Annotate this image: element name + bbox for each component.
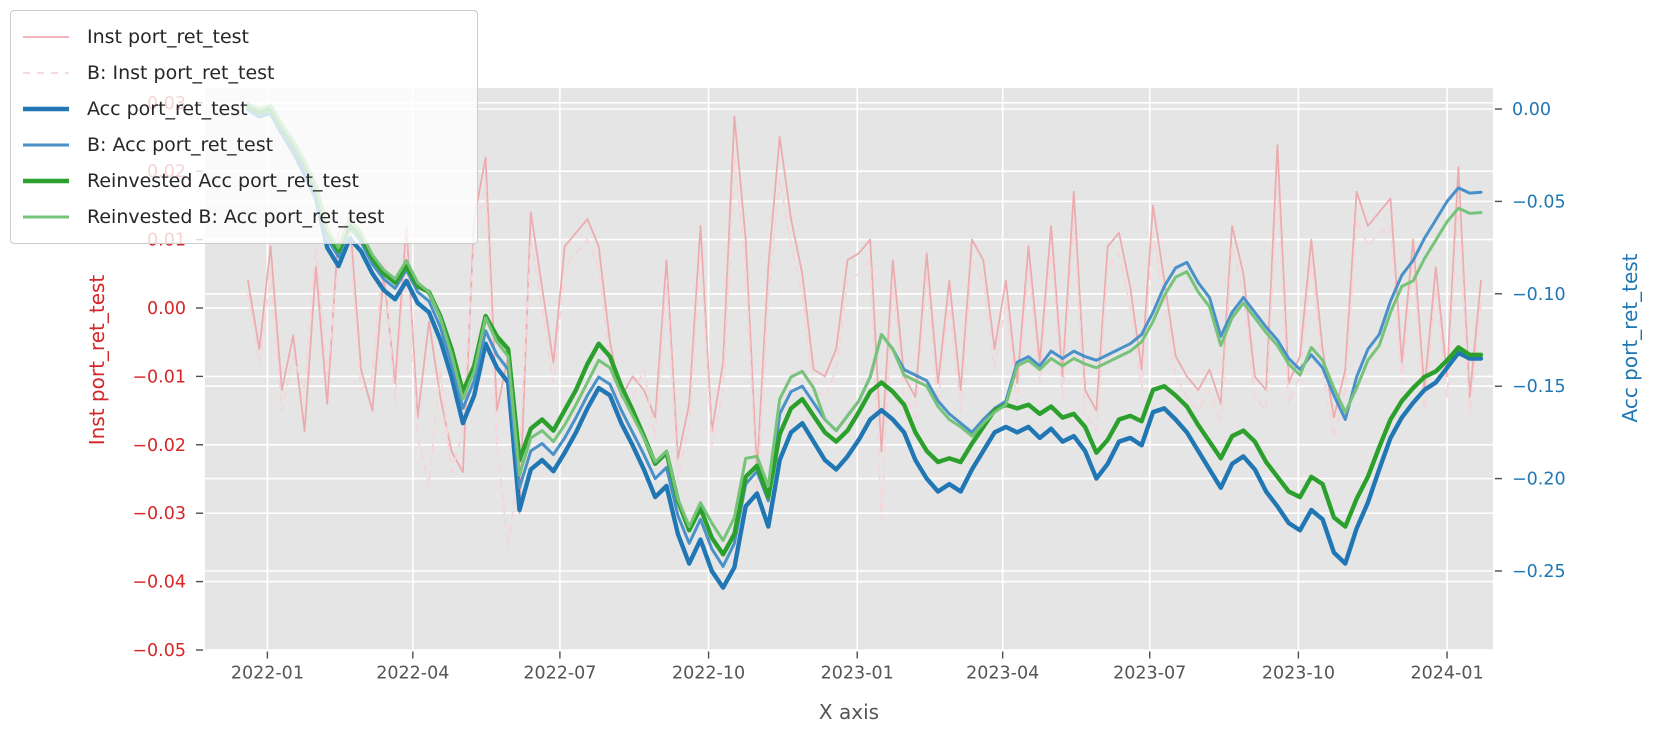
tick-label-right: −0.20 xyxy=(1512,470,1566,490)
tick-label-x: 2022-01 xyxy=(231,664,304,684)
tick-label-left: −0.01 xyxy=(132,367,186,387)
legend-item-0: Inst port_ret_test xyxy=(21,19,467,55)
tick-label-x: 2023-07 xyxy=(1113,664,1186,684)
legend-item-4: Reinvested Acc port_ret_test xyxy=(21,163,467,199)
tick-label-x: 2023-04 xyxy=(966,664,1039,684)
series-line-1 xyxy=(247,156,1482,549)
legend-label: Inst port_ret_test xyxy=(87,25,250,48)
y-axis-label-left: Inst port_ret_test xyxy=(85,274,109,446)
legend-label: B: Acc port_ret_test xyxy=(87,133,274,156)
series-line-2 xyxy=(245,106,1484,590)
tick-label-left: 0.00 xyxy=(147,299,186,319)
legend-line-sample xyxy=(23,143,69,147)
tick-label-right: −0.10 xyxy=(1512,285,1566,305)
legend-label: Reinvested Acc port_ret_test xyxy=(87,169,359,192)
tick-label-right: −0.15 xyxy=(1512,377,1566,397)
tick-label-left: −0.05 xyxy=(132,641,186,661)
tick-label-x: 2023-01 xyxy=(821,664,894,684)
legend-item-5: Reinvested B: Acc port_ret_test xyxy=(21,199,467,235)
tick-label-right: −0.25 xyxy=(1512,562,1566,582)
tick-label-right: −0.05 xyxy=(1512,192,1566,212)
series-line-0 xyxy=(247,115,1482,515)
legend-line-sample xyxy=(23,72,69,74)
tick-label-left: −0.04 xyxy=(132,573,186,593)
tick-label-x: 2024-01 xyxy=(1411,664,1484,684)
legend-label: B: Inst port_ret_test xyxy=(87,61,275,84)
legend-label: Reinvested B: Acc port_ret_test xyxy=(87,205,385,228)
tick-label-x: 2023-10 xyxy=(1262,664,1335,684)
tick-label-left: −0.02 xyxy=(132,436,186,456)
legend: Inst port_ret_test B: Inst port_ret_test A… xyxy=(10,10,478,244)
legend-item-1: B: Inst port_ret_test xyxy=(21,55,467,91)
tick-label-x: 2022-04 xyxy=(376,664,449,684)
legend-item-2: Acc port_ret_test xyxy=(21,91,467,127)
legend-item-3: B: Acc port_ret_test xyxy=(21,127,467,163)
tick-label-right: 0.00 xyxy=(1512,100,1551,120)
legend-line-sample xyxy=(23,36,69,38)
y-axis-label-right: Acc port_ret_test xyxy=(1618,253,1642,423)
tick-label-x: 2022-07 xyxy=(523,664,596,684)
plot-layer xyxy=(205,88,1493,650)
tick-label-left: −0.03 xyxy=(132,504,186,524)
tick-label-x: 2022-10 xyxy=(672,664,745,684)
legend-label: Acc port_ret_test xyxy=(87,97,248,120)
series-line-5 xyxy=(246,102,1483,542)
legend-line-sample xyxy=(23,178,69,184)
legend-line-sample xyxy=(23,106,69,112)
legend-line-sample xyxy=(23,215,69,219)
x-axis-label: X axis xyxy=(818,700,880,724)
